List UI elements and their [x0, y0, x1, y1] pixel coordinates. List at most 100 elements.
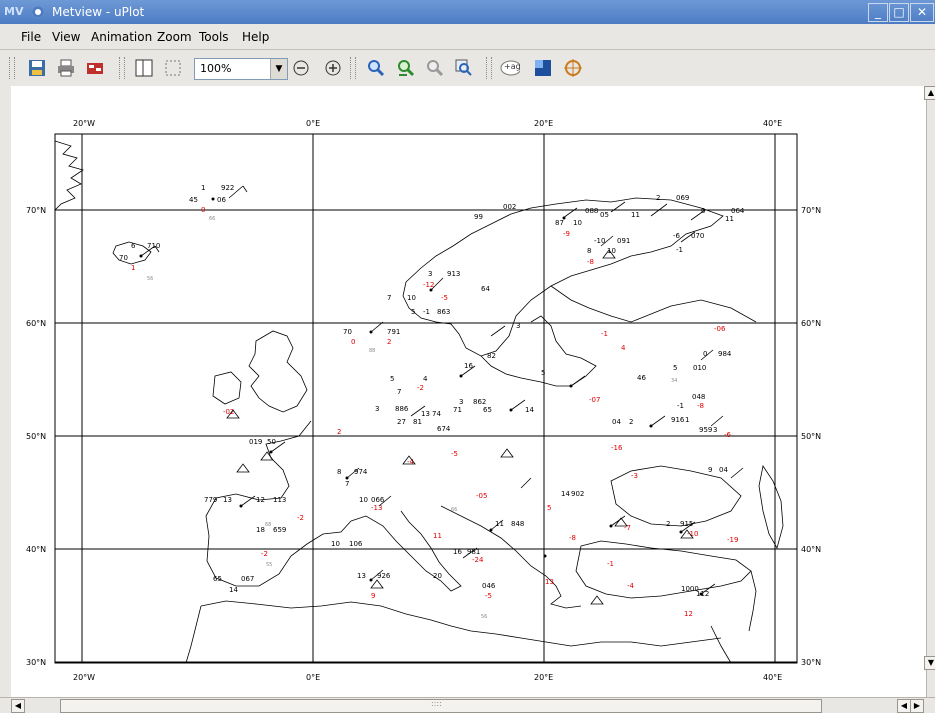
shower-symbol [590, 595, 604, 605]
zoom-level-select[interactable]: 100% ▼ [194, 58, 288, 80]
save-icon [29, 60, 45, 76]
station-value-black: 088 [585, 207, 598, 215]
station-value-black: 091 [617, 237, 630, 245]
station-value-grey: 68 [265, 522, 271, 528]
station-value-black: 45 [189, 196, 198, 204]
station-value-grey: 66 [209, 216, 215, 222]
weather-map[interactable]: 20°W 0°E 20°E 40°E 20°W 0°E 20°E 40°E 70… [11, 86, 926, 697]
coast-levant [748, 570, 757, 632]
menu-help[interactable]: Help [242, 30, 270, 44]
station-value-black: 002 [503, 203, 516, 211]
scroll-right-button[interactable]: ▶ [910, 699, 924, 713]
shower-symbol [260, 451, 274, 461]
station-value-grey: 66 [451, 507, 457, 513]
minimize-button[interactable]: _ [868, 3, 888, 22]
scroll-left-button[interactable]: ◀ [11, 699, 25, 713]
crosshair-button[interactable] [563, 58, 583, 78]
zoom-in-tool-button[interactable] [396, 58, 416, 78]
colour-scale-button[interactable] [533, 58, 553, 78]
lat-label-left: 70°N [26, 206, 46, 215]
save-button[interactable] [27, 58, 47, 78]
print-button[interactable] [56, 58, 76, 78]
station-value-red: -5 [451, 450, 458, 458]
station-value-red: -9 [563, 230, 570, 238]
station-value-red: -05 [476, 492, 487, 500]
station-value-red: -12 [423, 281, 434, 289]
vertical-scrollbar[interactable]: ▲ ▼ [924, 86, 935, 697]
station-value-black: 659 [273, 526, 286, 534]
station-value-black: 862 [473, 398, 486, 406]
menu-file[interactable]: File [21, 30, 42, 44]
zoom-out-icon [293, 60, 309, 76]
shower-symbol [602, 249, 616, 259]
chevron-left-icon: ◀ [900, 701, 908, 710]
chevron-down-icon: ▼ [927, 658, 935, 667]
export-button[interactable] [85, 58, 105, 78]
menu-zoom[interactable]: Zoom [157, 30, 192, 44]
label-tool-button[interactable]: +ag [500, 58, 521, 78]
station-value-black: 16 [464, 362, 473, 370]
wind-barb [242, 185, 248, 193]
lat-label-left: 60°N [26, 319, 46, 328]
station-value-red: 0 [201, 206, 205, 214]
horizontal-scrollbar[interactable]: ◀ :::: ◀ ▶ [0, 697, 935, 713]
menu-animation[interactable]: Animation [91, 30, 153, 44]
station-value-black: 13 [421, 410, 430, 418]
station-value-red: -2 [261, 550, 268, 558]
zoom-out-tool-button[interactable] [425, 58, 445, 78]
scroll-left-button-2[interactable]: ◀ [897, 699, 911, 713]
toolbar-grip[interactable] [486, 57, 492, 79]
station-value-black: -10 [594, 237, 605, 245]
sidebar-toggle-button[interactable] [134, 58, 154, 78]
horizontal-scroll-thumb[interactable]: :::: [60, 699, 822, 713]
station-value-black: 06 [217, 196, 226, 204]
wind-barb [650, 203, 668, 217]
station-value-black: 010 [693, 364, 706, 372]
zoom-area-tool-button[interactable] [454, 58, 474, 78]
station-value-black: 069 [676, 194, 689, 202]
wind-barb [680, 521, 696, 533]
station-value-black: 959 [699, 426, 712, 434]
scroll-down-button[interactable]: ▼ [924, 656, 935, 670]
station-value-black: -6 [673, 232, 681, 240]
select-area-button[interactable] [163, 58, 183, 78]
chevron-down-icon[interactable]: ▼ [270, 59, 287, 79]
station-value-red: -6 [724, 431, 732, 439]
station-value-black: 863 [437, 308, 450, 316]
station-value-red: 12 [684, 610, 693, 618]
toolbar-grip[interactable] [119, 57, 125, 79]
station-value-red: -4 [407, 458, 415, 466]
wind-barb [346, 467, 360, 479]
wind-barb [562, 207, 578, 219]
close-button[interactable]: ✕ [910, 3, 934, 22]
toolbar-grip[interactable] [350, 57, 356, 79]
station-value-black: 16 [453, 548, 462, 556]
zoom-in-button[interactable] [323, 58, 343, 78]
station-value-red: 13 [545, 578, 554, 586]
station-value-black: 50 [267, 438, 276, 446]
maximize-button[interactable]: □ [889, 3, 909, 22]
close-icon: ✕ [916, 5, 928, 19]
lon-label-top: 40°E [763, 119, 782, 128]
wind-barb [370, 321, 384, 333]
station-value-grey: 55 [266, 562, 272, 568]
lat-label-right: 60°N [801, 319, 821, 328]
menu-tools[interactable]: Tools [199, 30, 229, 44]
station-marker [609, 524, 613, 528]
station-value-black: 113 [273, 496, 286, 504]
wind-barb [710, 415, 724, 427]
system-menu-icon[interactable] [32, 6, 44, 18]
toolbar-grip[interactable] [9, 57, 15, 79]
menu-view[interactable]: View [52, 30, 81, 44]
plot-canvas[interactable]: 20°W 0°E 20°E 40°E 20°W 0°E 20°E 40°E 70… [11, 86, 926, 697]
station-value-black: 11 [725, 215, 734, 223]
magnifier-button[interactable] [366, 58, 386, 78]
lon-label-top: 0°E [306, 119, 320, 128]
station-value-black: 2 [629, 418, 633, 426]
station-value-black: 8 [337, 468, 341, 476]
zoom-out-button[interactable] [291, 58, 311, 78]
station-marker [345, 476, 349, 480]
scroll-up-button[interactable]: ▲ [924, 86, 935, 100]
station-value-black: 65 [213, 575, 222, 583]
wind-barb [610, 515, 626, 527]
